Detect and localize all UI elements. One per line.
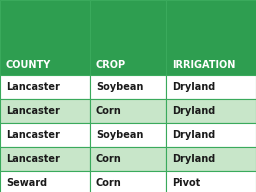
Bar bbox=[166, 0, 256, 75]
Bar bbox=[90, 123, 166, 147]
Bar bbox=[0, 0, 90, 75]
Text: Corn: Corn bbox=[96, 178, 122, 188]
Bar bbox=[90, 99, 166, 123]
Text: Lancaster: Lancaster bbox=[6, 130, 60, 140]
Bar bbox=[0, 171, 90, 192]
Text: Dryland: Dryland bbox=[172, 154, 215, 164]
Bar bbox=[166, 99, 256, 123]
Text: Dryland: Dryland bbox=[172, 130, 215, 140]
Text: Pivot: Pivot bbox=[172, 178, 200, 188]
Bar bbox=[90, 75, 166, 99]
Bar bbox=[166, 123, 256, 147]
Bar bbox=[0, 99, 90, 123]
Bar bbox=[90, 171, 166, 192]
Bar bbox=[166, 171, 256, 192]
Text: CROP: CROP bbox=[96, 60, 126, 70]
Text: Dryland: Dryland bbox=[172, 82, 215, 92]
Text: Lancaster: Lancaster bbox=[6, 106, 60, 116]
Text: Lancaster: Lancaster bbox=[6, 154, 60, 164]
Text: Lancaster: Lancaster bbox=[6, 82, 60, 92]
Text: Dryland: Dryland bbox=[172, 106, 215, 116]
Bar bbox=[90, 0, 166, 75]
Text: Corn: Corn bbox=[96, 154, 122, 164]
Text: Corn: Corn bbox=[96, 106, 122, 116]
Bar bbox=[90, 147, 166, 171]
Text: COUNTY: COUNTY bbox=[6, 60, 51, 70]
Bar bbox=[166, 147, 256, 171]
Text: IRRIGATION: IRRIGATION bbox=[172, 60, 235, 70]
Text: Soybean: Soybean bbox=[96, 82, 143, 92]
Bar bbox=[0, 147, 90, 171]
Bar bbox=[166, 75, 256, 99]
Text: Soybean: Soybean bbox=[96, 130, 143, 140]
Bar bbox=[0, 75, 90, 99]
Text: Seward: Seward bbox=[6, 178, 47, 188]
Bar bbox=[0, 123, 90, 147]
